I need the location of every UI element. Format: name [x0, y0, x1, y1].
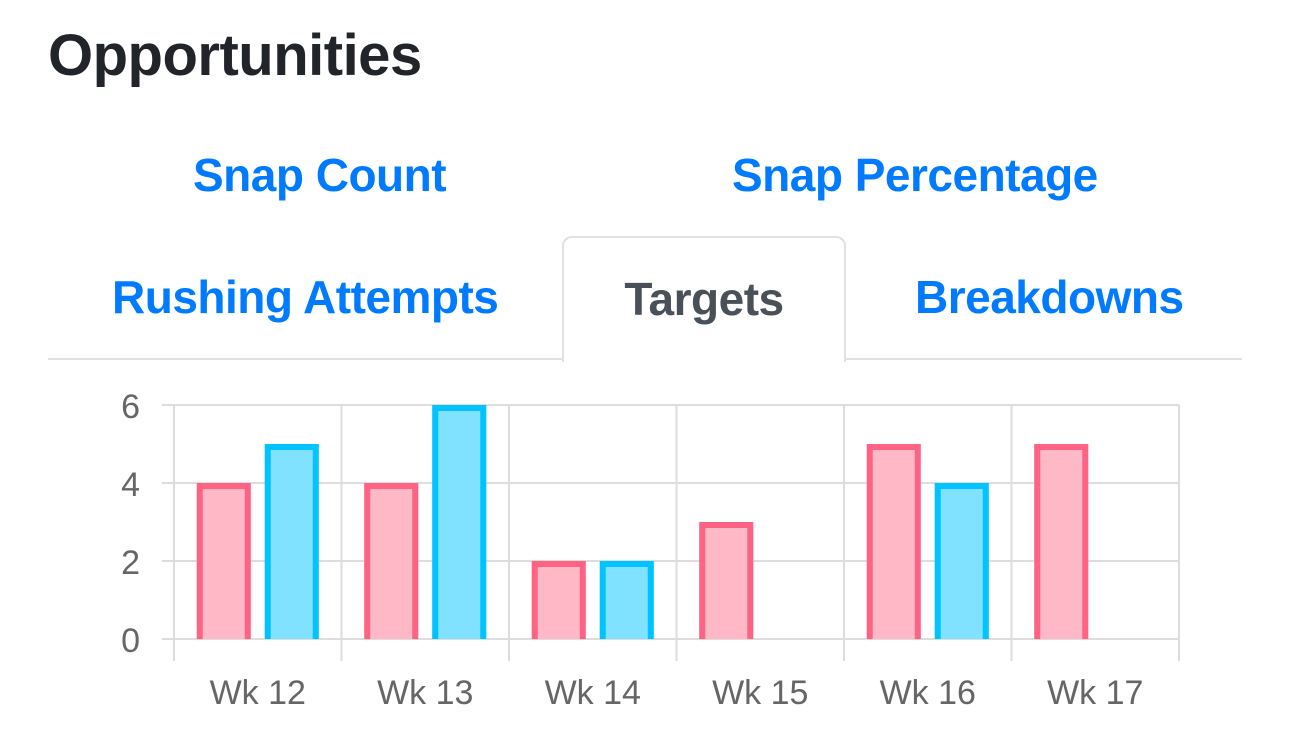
bar-series-1-border	[531, 561, 586, 639]
bar-series-1-border	[699, 522, 754, 639]
tab-divider-right	[846, 358, 1242, 360]
tab-snap-count[interactable]: Snap Count	[193, 149, 447, 201]
x-tick-label: Wk 15	[712, 674, 808, 712]
bar-series-1	[699, 522, 754, 639]
bar-series-2-border	[432, 405, 487, 639]
bar-series-1	[1034, 444, 1089, 639]
tab-divider-left	[48, 358, 562, 360]
bar-series-1	[866, 444, 921, 639]
x-tick-label: Wk 12	[210, 674, 306, 712]
bar-series-2	[432, 405, 487, 639]
x-tick-label: Wk 14	[545, 674, 641, 712]
x-tick-label: Wk 17	[1047, 674, 1143, 712]
x-tick-label: Wk 16	[880, 674, 976, 712]
bar-series-2	[599, 561, 654, 639]
bar-series-1-border	[866, 444, 921, 639]
bar-series-1-border	[364, 483, 419, 639]
page-title: Opportunities	[48, 23, 422, 88]
bar-series-1-border	[196, 483, 251, 639]
bar-series-2-border	[934, 483, 989, 639]
tab-targets[interactable]: Targets	[562, 236, 846, 362]
bar-series-2-border	[264, 444, 319, 639]
tab-snap-percentage[interactable]: Snap Percentage	[732, 149, 1098, 201]
x-tick-label: Wk 13	[377, 674, 473, 712]
bar-series-1	[531, 561, 586, 639]
bar-series-1	[364, 483, 419, 639]
y-tick-label: 2	[121, 544, 140, 582]
bar-series-2	[264, 444, 319, 639]
bar-series-2	[934, 483, 989, 639]
y-tick-label: 4	[121, 466, 140, 504]
tab-rushing-attempts[interactable]: Rushing Attempts	[112, 271, 499, 323]
bar-series-2-border	[599, 561, 654, 639]
bar-series-1-border	[1034, 444, 1089, 639]
bar-series-1	[196, 483, 251, 639]
tab-breakdowns[interactable]: Breakdowns	[915, 271, 1184, 323]
y-tick-label: 6	[121, 388, 140, 426]
y-tick-label: 0	[121, 622, 140, 660]
